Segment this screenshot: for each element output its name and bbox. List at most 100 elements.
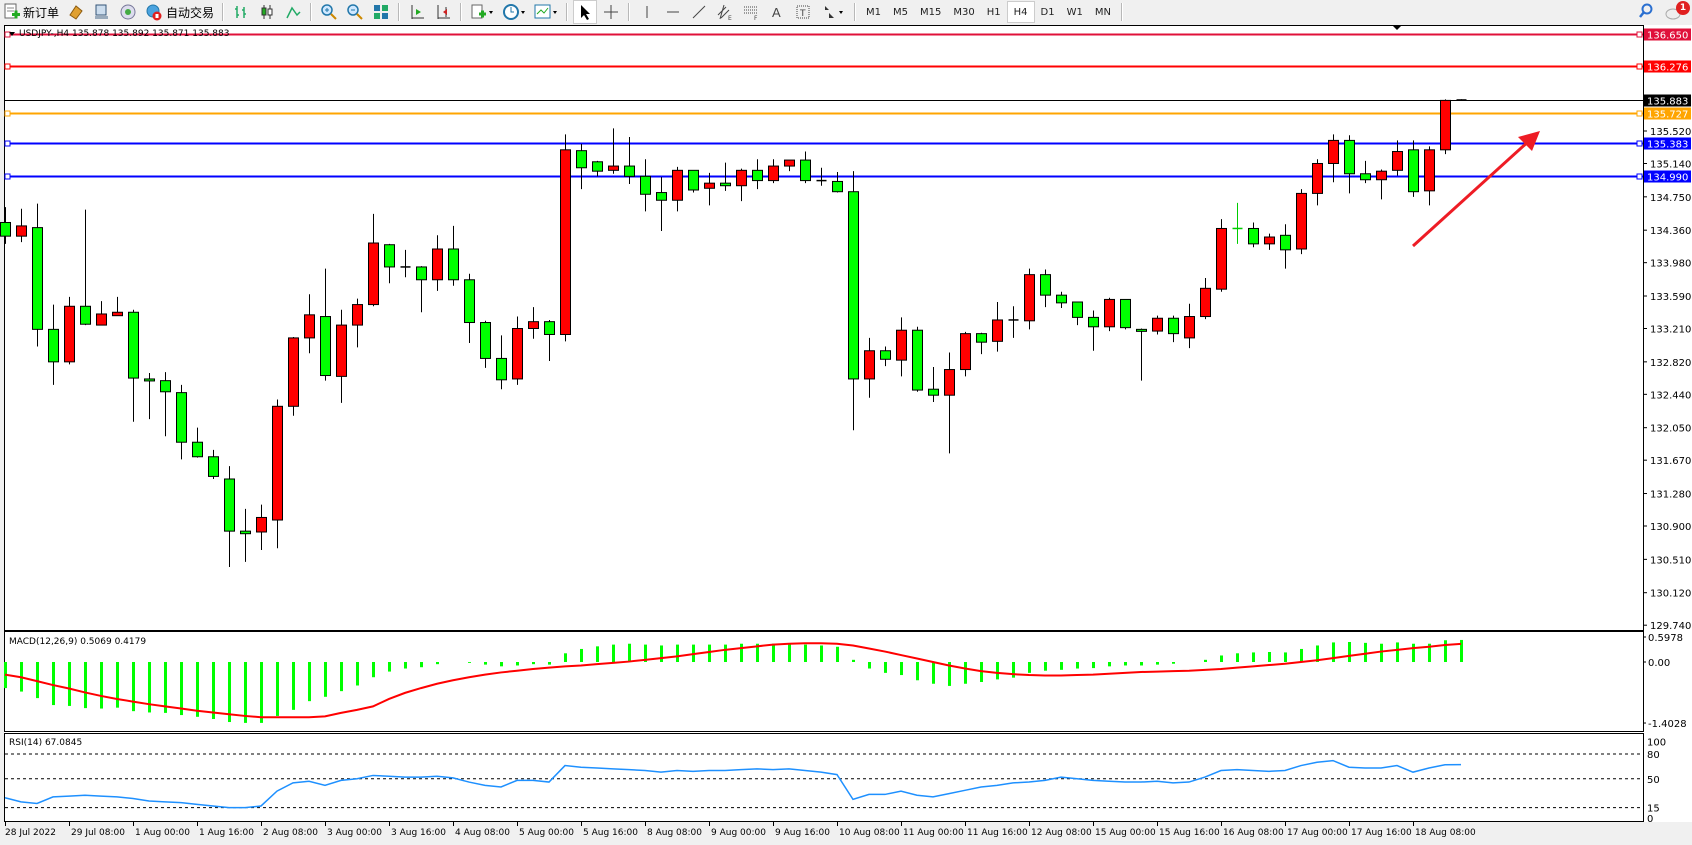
candle[interactable] xyxy=(848,171,859,431)
bar-chart-button[interactable] xyxy=(229,1,253,23)
timeframe-h4[interactable]: H4 xyxy=(1006,1,1035,23)
candlestick-button[interactable] xyxy=(255,1,279,23)
candle[interactable] xyxy=(1088,310,1099,351)
macd-pane[interactable]: MACD(12,26,9) 0.5069 0.4179 0.5978 0.00 -1.… xyxy=(4,631,1687,732)
candle[interactable] xyxy=(1408,140,1419,197)
candle[interactable] xyxy=(224,466,235,568)
candle[interactable] xyxy=(192,427,203,458)
candle[interactable] xyxy=(736,168,747,202)
candle[interactable] xyxy=(128,309,139,422)
candle[interactable] xyxy=(672,166,683,212)
auto-scroll-button[interactable] xyxy=(405,1,429,23)
candle[interactable] xyxy=(1440,99,1451,155)
candle[interactable] xyxy=(432,235,443,291)
candle[interactable] xyxy=(640,159,651,212)
candle[interactable] xyxy=(720,162,731,191)
candle[interactable] xyxy=(384,243,395,284)
templates-button[interactable] xyxy=(531,1,561,23)
line-handle[interactable] xyxy=(1636,31,1643,38)
line-handle[interactable] xyxy=(4,63,11,70)
candle[interactable] xyxy=(240,508,251,562)
candle[interactable] xyxy=(1040,269,1051,308)
cursor-tool[interactable] xyxy=(573,0,598,24)
auto-trading-button[interactable]: 自动交易 xyxy=(142,1,217,23)
candle[interactable] xyxy=(96,301,107,326)
candle[interactable] xyxy=(0,207,11,244)
search-button[interactable] xyxy=(1638,3,1654,22)
candle[interactable] xyxy=(288,337,299,416)
candle[interactable] xyxy=(1008,306,1019,338)
line-handle[interactable] xyxy=(1636,63,1643,70)
zoom-in-button[interactable] xyxy=(317,1,341,23)
candle[interactable] xyxy=(688,169,699,193)
candle[interactable] xyxy=(1264,233,1275,250)
candle[interactable] xyxy=(1120,298,1131,330)
line-handle[interactable] xyxy=(1636,140,1643,147)
candle[interactable] xyxy=(544,319,555,361)
candle[interactable] xyxy=(112,296,123,317)
candle[interactable] xyxy=(1392,140,1403,176)
timeframe-mn[interactable]: MN xyxy=(1094,6,1111,18)
timeframe-m30[interactable]: M30 xyxy=(953,6,975,18)
candle[interactable] xyxy=(80,209,91,326)
candle[interactable] xyxy=(1328,134,1339,183)
candle[interactable] xyxy=(400,249,411,278)
candle[interactable] xyxy=(944,352,955,454)
candle[interactable] xyxy=(928,366,939,403)
horizontal-line-tool[interactable] xyxy=(661,1,685,23)
candle[interactable] xyxy=(1024,268,1035,330)
candle[interactable] xyxy=(800,151,811,184)
candle[interactable] xyxy=(352,298,363,348)
timeframe-m5[interactable]: M5 xyxy=(893,6,909,18)
candle[interactable] xyxy=(64,296,75,365)
candle[interactable] xyxy=(576,143,587,190)
candle[interactable] xyxy=(912,326,923,392)
candle[interactable] xyxy=(1216,219,1227,292)
candle[interactable] xyxy=(480,320,491,368)
line-handle[interactable] xyxy=(4,31,11,38)
candle[interactable] xyxy=(1296,189,1307,255)
candle[interactable] xyxy=(752,159,763,190)
candle[interactable] xyxy=(1248,222,1259,248)
chart-window[interactable]: 135.520 135.140 134.750 134.360 133.980 133.5… xyxy=(0,24,1692,845)
candle[interactable] xyxy=(16,208,27,243)
candle[interactable] xyxy=(320,268,331,381)
chart-shift-marker[interactable] xyxy=(1392,25,1402,30)
candle[interactable] xyxy=(608,128,619,174)
candle[interactable] xyxy=(560,134,571,342)
candle[interactable] xyxy=(1136,328,1147,381)
line-handle[interactable] xyxy=(1636,173,1643,180)
candle[interactable] xyxy=(832,172,843,193)
red-arrow-annotation[interactable] xyxy=(1411,138,1532,248)
candle[interactable] xyxy=(208,449,219,479)
equidistant-channel-tool[interactable]: E xyxy=(713,1,737,23)
candle[interactable] xyxy=(768,159,779,184)
candle[interactable] xyxy=(1312,159,1323,206)
notifications-button[interactable]: 1 xyxy=(1664,1,1690,22)
line-handle[interactable] xyxy=(4,140,11,147)
candle[interactable] xyxy=(528,307,539,339)
candle[interactable] xyxy=(1200,278,1211,320)
candle[interactable] xyxy=(1184,303,1195,349)
candle[interactable] xyxy=(1232,202,1243,244)
fibonacci-tool[interactable]: F xyxy=(739,1,763,23)
candle[interactable] xyxy=(880,346,891,367)
timeframe-d1[interactable]: D1 xyxy=(1040,6,1055,18)
candle[interactable] xyxy=(336,309,347,403)
arrows-tool[interactable] xyxy=(817,1,849,23)
candle[interactable] xyxy=(464,273,475,344)
candle[interactable] xyxy=(1424,146,1435,206)
candle[interactable] xyxy=(368,213,379,307)
candle[interactable] xyxy=(304,294,315,354)
candle[interactable] xyxy=(1376,169,1387,200)
candle[interactable] xyxy=(704,172,715,206)
crosshair-tool[interactable] xyxy=(599,1,623,23)
candle[interactable] xyxy=(816,167,827,186)
indicators-button[interactable] xyxy=(467,1,497,23)
navigator-button[interactable] xyxy=(116,1,140,23)
periods-button[interactable] xyxy=(499,1,529,23)
main-price-pane[interactable]: 135.520 135.140 134.750 134.360 133.980 133.5… xyxy=(0,25,1692,632)
candle[interactable] xyxy=(976,332,987,355)
candle[interactable] xyxy=(592,160,603,177)
